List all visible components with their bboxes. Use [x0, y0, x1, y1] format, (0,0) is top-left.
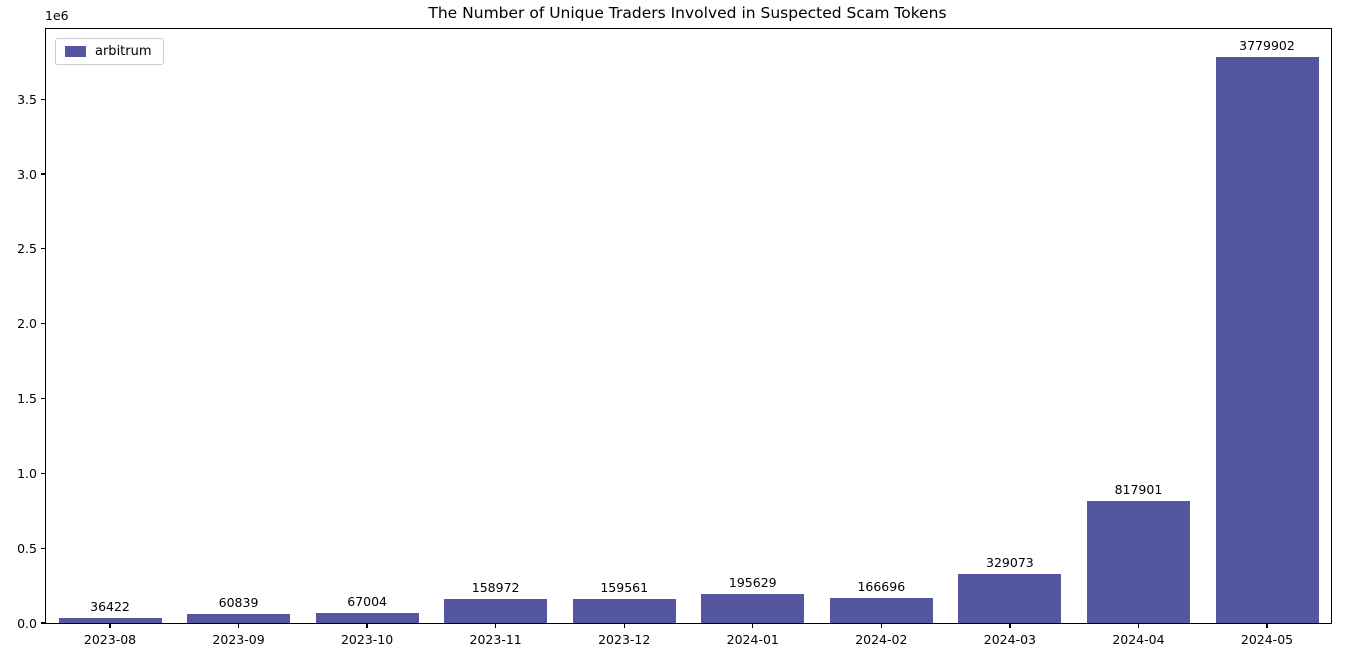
legend-swatch-icon [65, 46, 86, 57]
x-tick-label: 2023-11 [469, 632, 522, 647]
legend-label: arbitrum [95, 44, 152, 59]
y-tick-label: 2.5 [17, 241, 37, 257]
y-tick-mark [41, 397, 46, 400]
y-tick-mark [41, 323, 46, 325]
legend: arbitrum [55, 38, 164, 65]
x-tick-mark [366, 623, 368, 628]
bar [187, 613, 291, 623]
bar [958, 573, 1062, 623]
y-tick-label: 3.5 [17, 91, 37, 107]
bar-value-label: 158972 [471, 580, 520, 596]
x-tick-mark [495, 623, 497, 628]
x-tick-label: 2023-09 [212, 632, 265, 647]
x-tick-mark [623, 623, 625, 628]
x-tick-mark [1009, 623, 1011, 628]
x-tick-label: 2024-04 [1112, 632, 1165, 647]
bar-value-label: 3779902 [1239, 38, 1295, 54]
bar-value-label: 329073 [986, 554, 1034, 570]
x-tick-mark [237, 623, 240, 628]
y-tick-mark [41, 173, 46, 175]
bar-value-label: 817901 [1114, 481, 1163, 497]
bar [1086, 500, 1190, 623]
x-tick-mark [109, 623, 111, 628]
y-tick-label: 0.5 [17, 540, 37, 556]
x-tick-label: 2024-02 [855, 632, 908, 647]
bar [572, 599, 676, 623]
bar [829, 598, 933, 623]
y-axis-offset-label: 1e6 [45, 8, 69, 23]
y-tick-mark [41, 472, 46, 474]
y-tick-mark [41, 622, 46, 624]
x-tick-label: 2023-10 [340, 632, 394, 647]
x-tick-label: 2023-08 [83, 632, 137, 647]
x-tick-label: 2023-12 [598, 632, 651, 647]
plot-area: 36422 60839 67004 158972 159561 195629 166696 3… [17, 28, 1332, 647]
y-tick-label: 2.0 [17, 316, 37, 332]
y-tick-label: 1.0 [17, 465, 37, 481]
y-tick-mark [41, 98, 46, 100]
x-tick-mark [752, 623, 754, 628]
x-tick-label: 2024-01 [726, 632, 779, 647]
x-tick-mark [1266, 623, 1268, 628]
bar-value-label: 159561 [600, 580, 649, 596]
bar [58, 617, 162, 623]
y-tick-label: 3.0 [17, 166, 37, 182]
bar [701, 593, 805, 623]
y-tick-label: 1.5 [17, 391, 37, 406]
bar-value-label: 60839 [218, 594, 259, 610]
x-tick-mark [1137, 623, 1140, 628]
bar [444, 599, 548, 623]
x-tick-label: 2024-03 [983, 632, 1036, 647]
x-tick-mark [880, 623, 882, 628]
y-tick-mark [41, 547, 46, 549]
bar [315, 612, 419, 623]
bar-value-label: 36422 [90, 598, 130, 614]
y-tick-label: 0.0 [17, 615, 37, 631]
x-tick-label: 2024-05 [1240, 632, 1294, 647]
bar-value-label: 67004 [347, 593, 387, 609]
y-tick-mark [41, 248, 46, 250]
bar [1215, 57, 1319, 623]
bar-value-label: 195629 [728, 574, 777, 590]
chart-title: The Number of Unique Traders Involved in… [428, 4, 947, 22]
bar-value-label: 166696 [857, 579, 906, 595]
